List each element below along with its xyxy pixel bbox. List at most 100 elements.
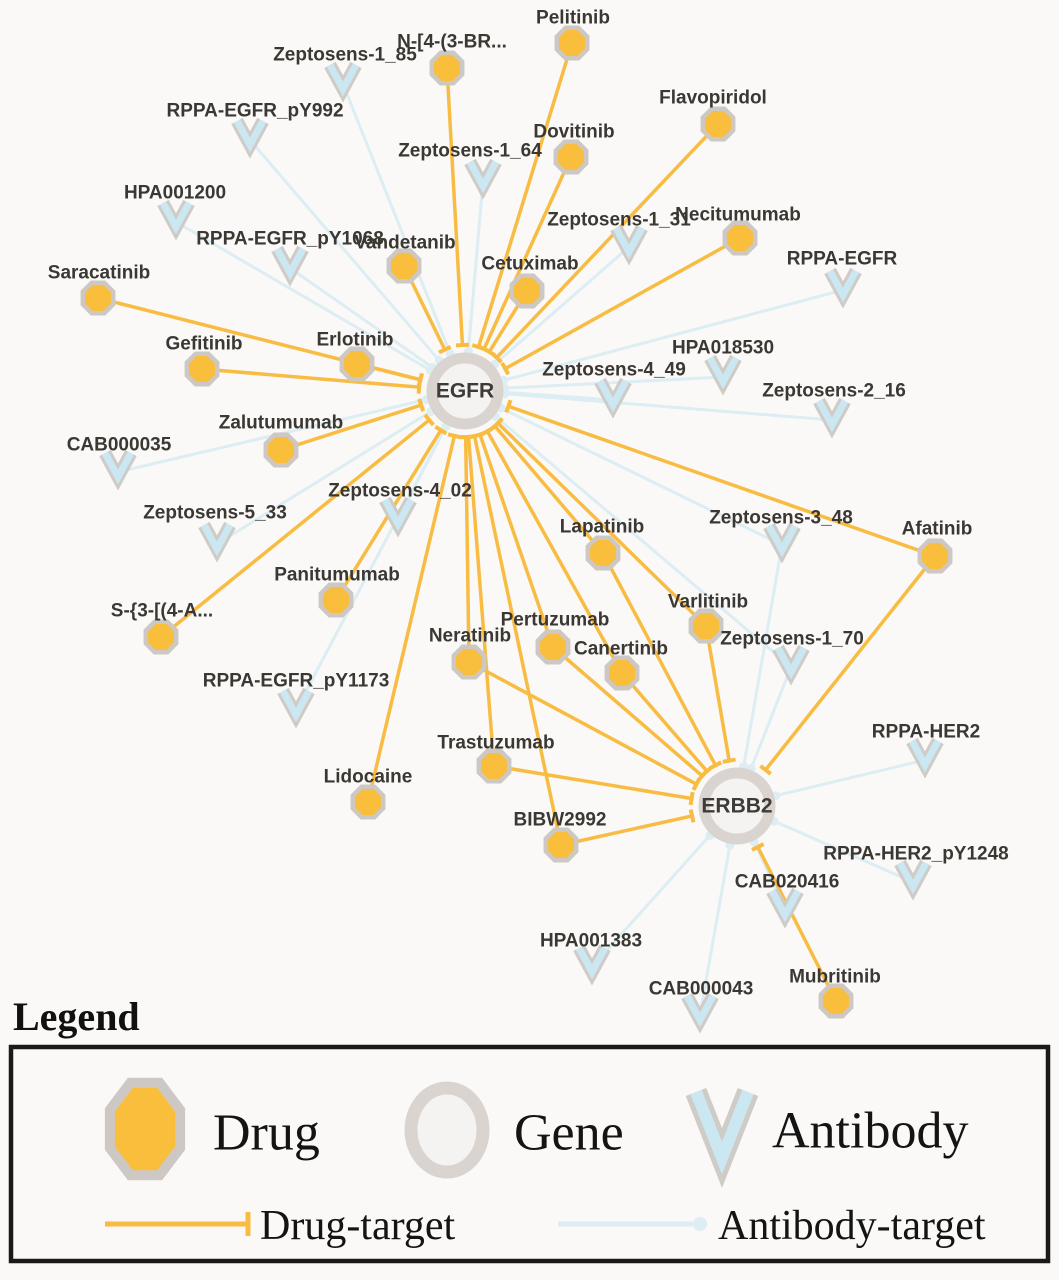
drug-node-vandetanib[interactable] bbox=[386, 248, 422, 284]
antibody-node-inner-cab000035 bbox=[101, 451, 135, 485]
edge-drug-pertuzumab-EGFR bbox=[478, 433, 555, 648]
edge-antibody-z3_48-ERBB2 bbox=[742, 544, 784, 767]
gene-label-EGFR: EGFR bbox=[436, 380, 494, 403]
drug-target-tee-canertinib-EGFR bbox=[480, 426, 495, 437]
edge-drug-necitumumab-EGFR bbox=[504, 236, 741, 371]
legend-antibody-label: Antibody bbox=[772, 1103, 968, 1160]
label-afatinib: Afatinib bbox=[902, 519, 973, 540]
antibody-node-inner-z4_02 bbox=[381, 498, 415, 532]
label-neratinib: Neratinib bbox=[429, 626, 511, 647]
drug-node-zalutumumab[interactable] bbox=[263, 432, 299, 468]
label-n4_3br: N-[4-(3-BR... bbox=[397, 32, 507, 53]
drug-node-canertinib[interactable] bbox=[604, 655, 640, 691]
legend-item-drug-target: Drug-target bbox=[105, 1203, 455, 1249]
label-lidocaine: Lidocaine bbox=[324, 767, 413, 788]
edge-drug-zalutumumab-EGFR bbox=[280, 403, 422, 452]
edge-drug-s3_4a-EGFR bbox=[159, 418, 431, 639]
gene-circle-icon bbox=[404, 1081, 490, 1179]
gene-node-ERBB2[interactable] bbox=[698, 767, 776, 845]
edge-antibody-z1_70-EGFR bbox=[494, 415, 792, 669]
edge-drug-bibw2992-EGFR bbox=[472, 435, 563, 846]
edge-antibody-rppa_egfr_py1173-EGFR bbox=[294, 425, 448, 711]
drug-node-varlitinib[interactable] bbox=[688, 608, 724, 644]
drug-node-trastuzumab[interactable] bbox=[476, 748, 512, 784]
label-rppa_egfr_py992: RPPA-EGFR_pY992 bbox=[166, 101, 343, 122]
edge-drug-trastuzumab-EGFR bbox=[466, 436, 496, 767]
drug-node-dovitinib[interactable] bbox=[553, 139, 589, 175]
drug-node-s3_4a[interactable] bbox=[143, 619, 179, 655]
edges-layer bbox=[97, 42, 937, 1016]
edge-antibody-hpa001383-ERBB2 bbox=[590, 834, 711, 969]
drug-node-saracatinib[interactable] bbox=[80, 280, 116, 316]
drug-node-neratinib[interactable] bbox=[451, 644, 487, 680]
antibody-node-inner-z4_49 bbox=[596, 379, 630, 413]
edge-antibody-rppa_her2-ERBB2 bbox=[775, 758, 926, 798]
edge-antibody-z1_70-ERBB2 bbox=[749, 666, 793, 770]
label-z4_02: Zeptosens-4_02 bbox=[328, 481, 472, 502]
label-erlotinib: Erlotinib bbox=[316, 330, 393, 351]
label-varlitinib: Varlitinib bbox=[668, 592, 748, 613]
edge-antibody-z1_85-EGFR bbox=[341, 83, 452, 355]
drug-target-tee-lidocaine-EGFR bbox=[447, 432, 462, 440]
drug-node-erlotinib[interactable] bbox=[339, 346, 375, 382]
edge-antibody-hpa001200-EGFR bbox=[175, 220, 432, 372]
edge-drug-canertinib-ERBB2 bbox=[620, 671, 709, 773]
drug-target-tee-necitumumab-EGFR bbox=[500, 361, 511, 376]
antibody-node-inner-rppa_her2_py1248 bbox=[896, 861, 930, 895]
gene-label-ERBB2: ERBB2 bbox=[701, 795, 772, 818]
antibody-node-inner-z1_70 bbox=[774, 646, 808, 680]
drug-node-pelitinib[interactable] bbox=[554, 25, 590, 61]
label-mubritinib: Mubritinib bbox=[789, 967, 881, 988]
label-flavopiridol: Flavopiridol bbox=[659, 88, 767, 109]
label-hpa001383: HPA001383 bbox=[540, 931, 642, 952]
edge-antibody-z3_48-EGFR bbox=[500, 406, 783, 547]
label-hpa018530: HPA018530 bbox=[672, 338, 774, 359]
drug-target-tee-cetuximab-EGFR bbox=[482, 346, 496, 358]
edge-antibody-rppa_egfr_py992-EGFR bbox=[248, 139, 441, 362]
legend-box bbox=[8, 1044, 1051, 1264]
drug-node-flavopiridol[interactable] bbox=[700, 106, 736, 142]
antibody-node-inner-rppa_her2 bbox=[908, 739, 942, 773]
edge-antibody-cab000043-ERBB2 bbox=[698, 845, 732, 1016]
label-z1_64: Zeptosens-1_64 bbox=[398, 141, 542, 162]
edge-antibody-z1_31-EGFR bbox=[493, 245, 630, 366]
drug-node-gefitinib[interactable] bbox=[184, 351, 220, 387]
legend-item-antibody-target: Antibody-target bbox=[558, 1203, 986, 1249]
drug-node-lidocaine[interactable] bbox=[350, 784, 386, 820]
label-gefitinib: Gefitinib bbox=[165, 334, 242, 355]
drug-node-panitumumab[interactable] bbox=[318, 582, 354, 618]
drug-node-n4_3br[interactable] bbox=[429, 50, 465, 86]
antibody-node-inner-z5_33 bbox=[200, 523, 234, 557]
antibody-node-inner-hpa018530 bbox=[706, 356, 740, 390]
edge-drug-neratinib-ERBB2 bbox=[468, 660, 698, 786]
antibody-node-inner-rppa_egfr_py1173 bbox=[279, 689, 313, 723]
label-cab020416: CAB020416 bbox=[735, 872, 840, 893]
drug-target-tee-erlotinib-EGFR bbox=[416, 373, 424, 387]
edge-drug-varlitinib-ERBB2 bbox=[704, 625, 731, 761]
drug-target-tee-afatinib-ERBB2 bbox=[759, 764, 772, 776]
drug-node-lapatinib[interactable] bbox=[585, 535, 621, 571]
drug-octagon-icon bbox=[104, 1077, 186, 1181]
drug-node-necitumumab[interactable] bbox=[722, 220, 758, 256]
drug-node-mubritinib[interactable] bbox=[818, 983, 854, 1019]
edge-drug-varlitinib-EGFR bbox=[496, 421, 708, 628]
drug-node-pertuzumab[interactable] bbox=[535, 629, 571, 665]
drug-node-bibw2992[interactable] bbox=[543, 827, 579, 863]
antibody-node-inner-z2_16 bbox=[815, 399, 849, 433]
drug-target-tee-bibw2992-EGFR bbox=[467, 432, 482, 440]
edge-antibody-z5_33-EGFR bbox=[216, 410, 432, 546]
drug-target-tee-panitumumab-EGFR bbox=[434, 425, 448, 436]
label-cab000035: CAB000035 bbox=[67, 435, 172, 456]
edge-drug-neratinib-EGFR bbox=[463, 436, 471, 663]
drug-node-afatinib[interactable] bbox=[917, 538, 953, 574]
drug-node-cetuximab[interactable] bbox=[509, 273, 545, 309]
label-pertuzumab: Pertuzumab bbox=[501, 610, 610, 631]
edge-drug-dovitinib-EGFR bbox=[482, 156, 573, 350]
drug-target-tee-varlitinib-EGFR bbox=[491, 417, 504, 430]
label-hpa001200: HPA001200 bbox=[124, 183, 226, 204]
legend-item-antibody: Antibody bbox=[685, 1087, 968, 1189]
gene-node-EGFR[interactable] bbox=[426, 352, 504, 430]
antibody-node-inner-cab000043 bbox=[683, 994, 717, 1028]
